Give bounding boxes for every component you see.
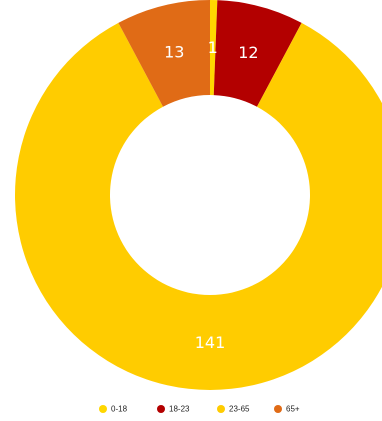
legend-marker-18-23	[157, 405, 165, 413]
legend-marker-65+	[274, 405, 282, 413]
legend-item-0-18[interactable]: 0-18	[99, 405, 128, 414]
legend-label-18-23: 18-23	[169, 405, 190, 414]
legend: 0-18 18-23 23-65 65+	[99, 405, 300, 414]
data-label-23-65: 141	[195, 333, 226, 352]
slice-0-18[interactable]	[210, 0, 218, 96]
legend-label-0-18: 0-18	[111, 405, 128, 414]
legend-marker-0-18	[99, 405, 107, 413]
data-labels-group: 1 12 141 13	[164, 38, 258, 352]
data-label-0-18: 1	[208, 38, 218, 57]
data-label-18-23: 12	[238, 43, 258, 62]
slice-23-65[interactable]	[15, 22, 382, 390]
legend-item-18-23[interactable]: 18-23	[157, 405, 190, 414]
legend-item-65+[interactable]: 65+	[274, 405, 300, 414]
legend-label-23-65: 23-65	[229, 405, 250, 414]
legend-marker-23-65	[217, 405, 225, 413]
slice-18-23[interactable]	[213, 0, 302, 107]
legend-label-65+: 65+	[286, 405, 300, 414]
slices-group	[15, 0, 382, 390]
slice-65+[interactable]	[118, 0, 210, 107]
legend-item-23-65[interactable]: 23-65	[217, 405, 250, 414]
data-label-65+: 13	[164, 42, 184, 61]
